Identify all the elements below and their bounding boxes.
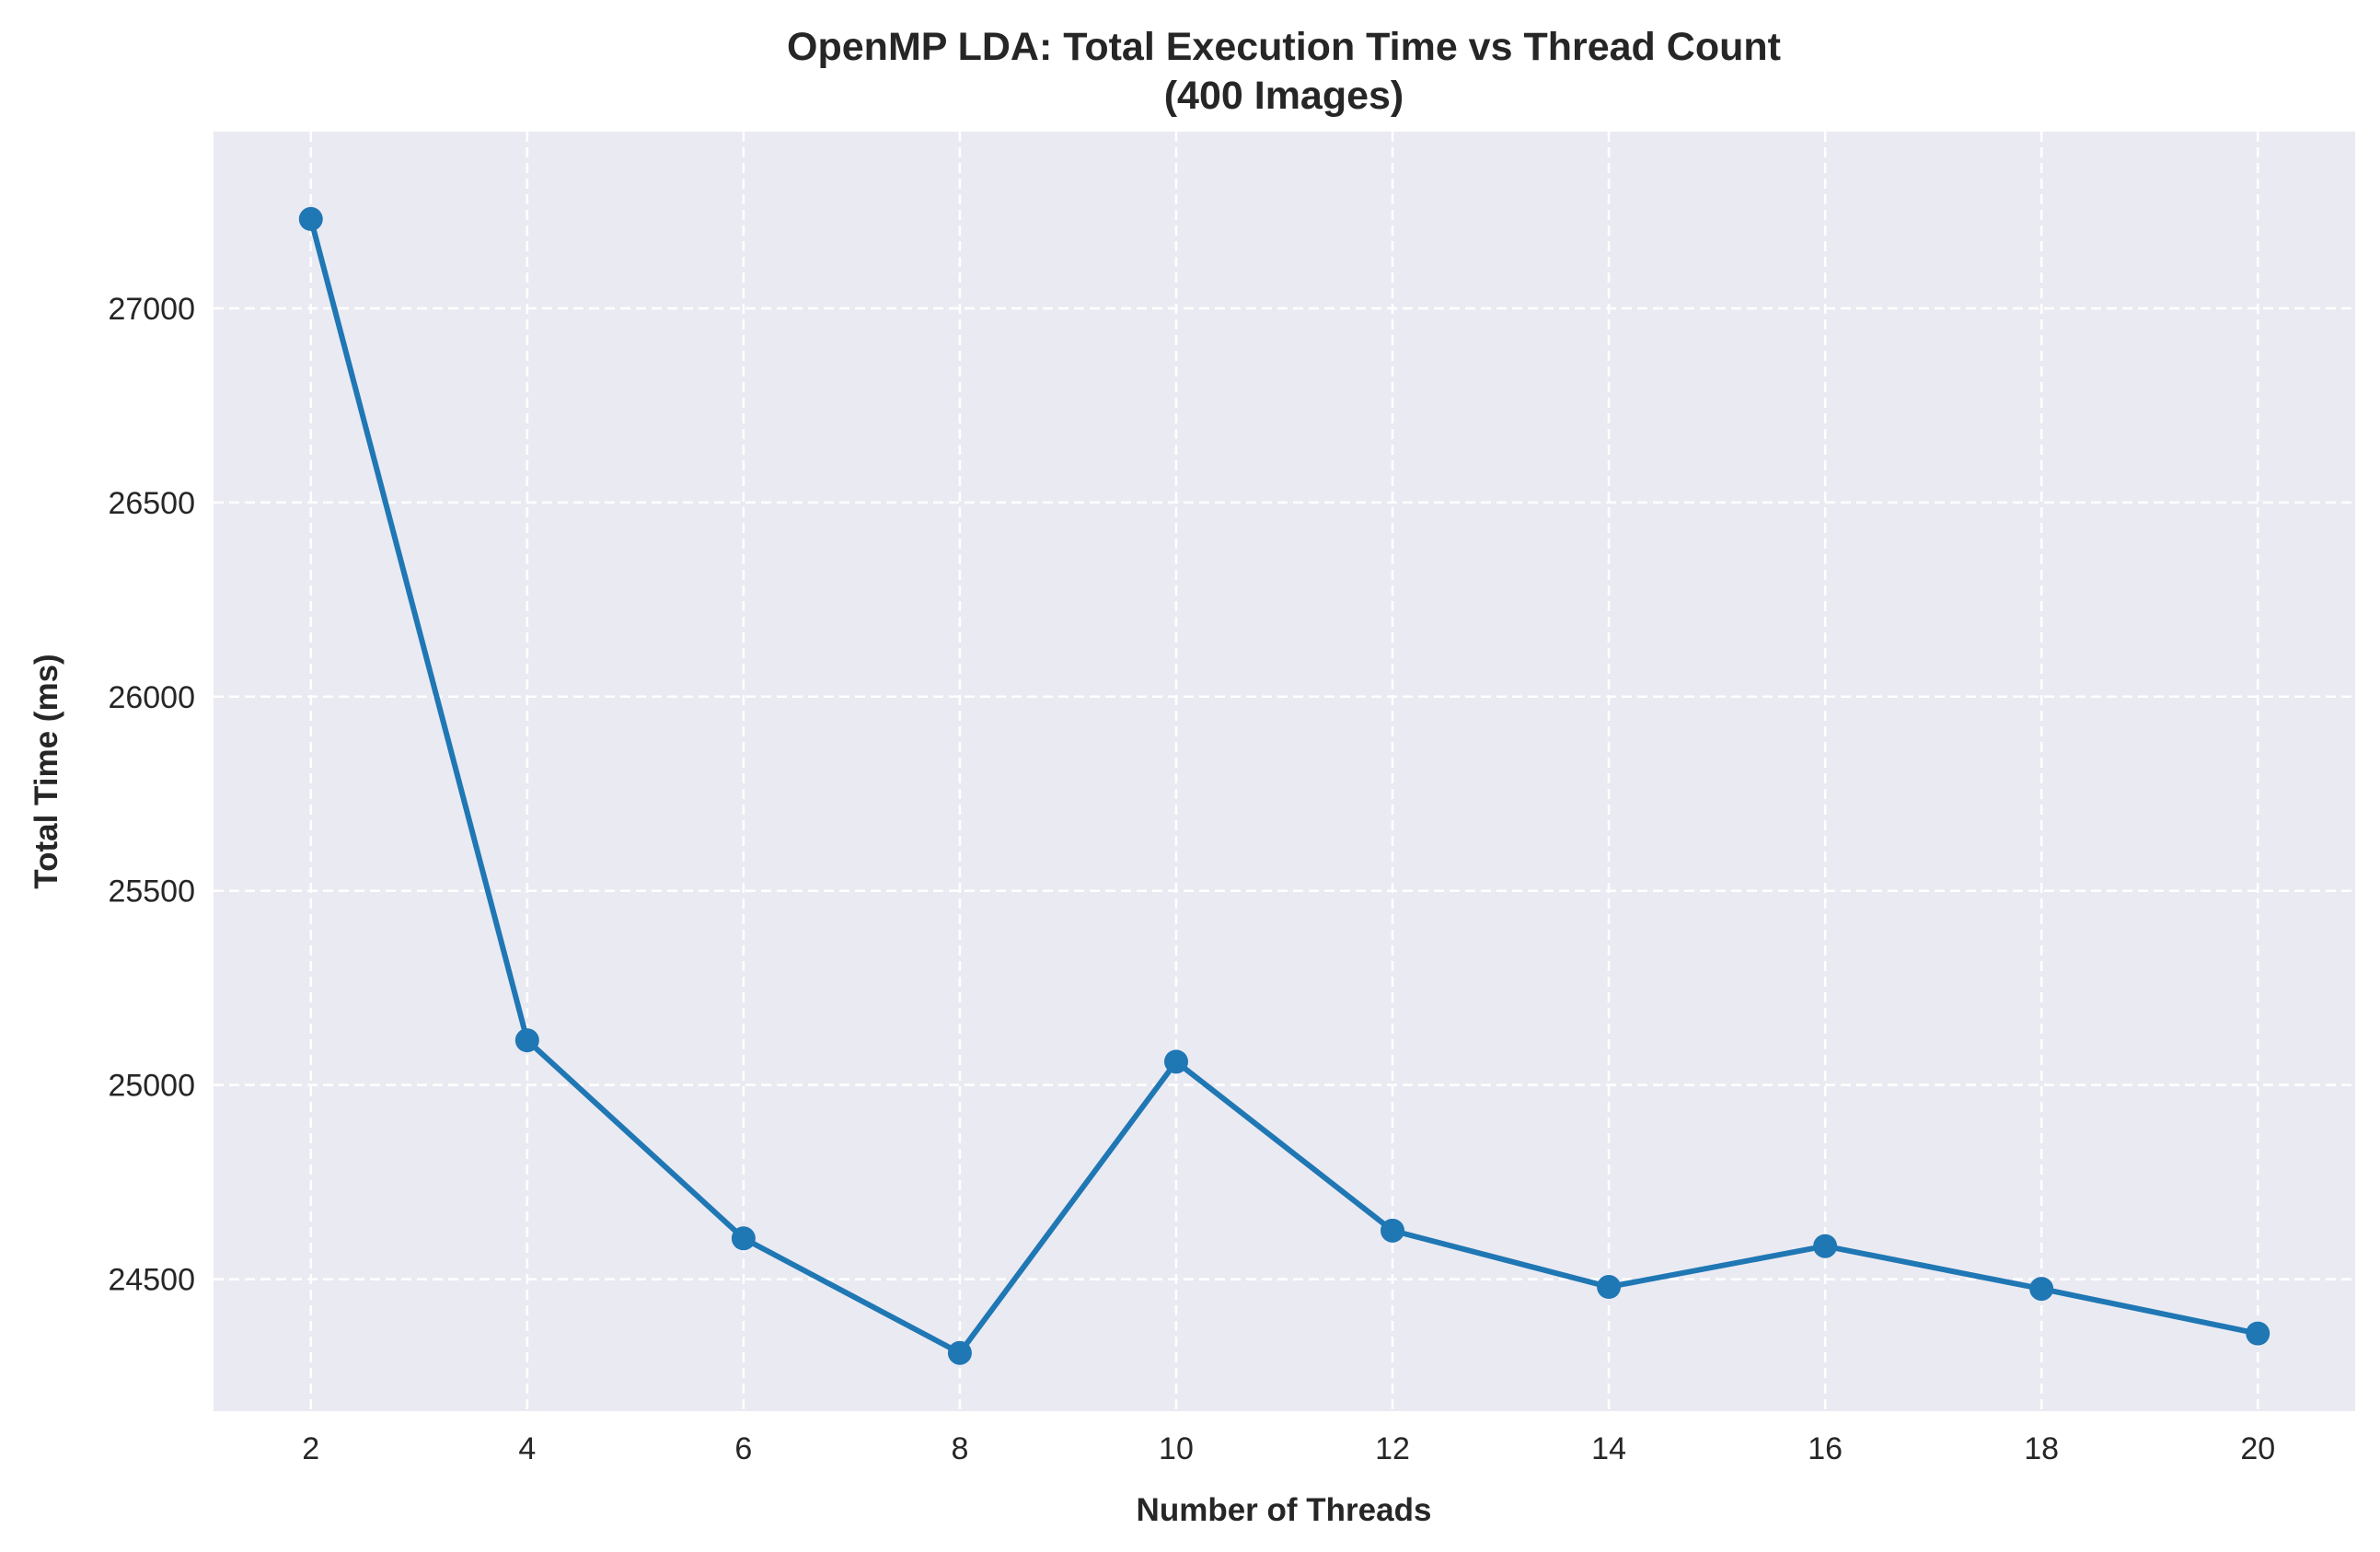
x-tick-label: 2: [302, 1431, 319, 1466]
data-point-marker: [2246, 1321, 2270, 1346]
y-tick-labels: 24500 25000 25500 26000 26500 27000: [108, 292, 195, 1298]
plot-area-background: [214, 132, 2355, 1411]
grid-lines: [214, 132, 2355, 1411]
x-tick-label: 4: [518, 1431, 536, 1466]
x-tick-label: 20: [2240, 1431, 2275, 1466]
y-tick-label: 25500: [108, 874, 195, 909]
data-point-marker: [2029, 1277, 2054, 1302]
y-axis-label: Total Time (ms): [29, 654, 64, 888]
data-point-marker: [731, 1226, 756, 1251]
y-tick-label: 24500: [108, 1263, 195, 1298]
y-tick-label: 26000: [108, 680, 195, 715]
chart-title-line-1: OpenMP LDA: Total Execution Time vs Thre…: [787, 25, 1781, 69]
x-tick-label: 6: [734, 1431, 752, 1466]
data-point-marker: [514, 1028, 539, 1053]
data-point-marker: [298, 206, 323, 231]
data-point-marker: [1597, 1275, 1622, 1300]
x-tick-label: 8: [951, 1431, 968, 1466]
x-tick-label: 16: [1808, 1431, 1843, 1466]
series-layer: [298, 206, 2270, 1365]
data-point-marker: [1381, 1218, 1405, 1243]
x-tick-label: 14: [1591, 1431, 1626, 1466]
data-point-marker: [947, 1340, 972, 1365]
series-line: [307, 215, 2261, 1356]
chart-title-line-2: (400 Images): [1164, 74, 1404, 118]
y-tick-label: 25000: [108, 1069, 195, 1104]
x-tick-labels: 2 4 6 8 10 12 14 16 18 20: [302, 1431, 2275, 1466]
y-tick-label: 26500: [108, 486, 195, 521]
data-point-marker: [1813, 1233, 1838, 1258]
x-tick-label: 10: [1159, 1431, 1194, 1466]
x-tick-label: 18: [2024, 1431, 2059, 1466]
x-tick-label: 12: [1375, 1431, 1410, 1466]
data-point-marker: [1163, 1049, 1188, 1074]
x-axis-label: Number of Threads: [1137, 1492, 1432, 1528]
y-tick-label: 27000: [108, 292, 195, 327]
